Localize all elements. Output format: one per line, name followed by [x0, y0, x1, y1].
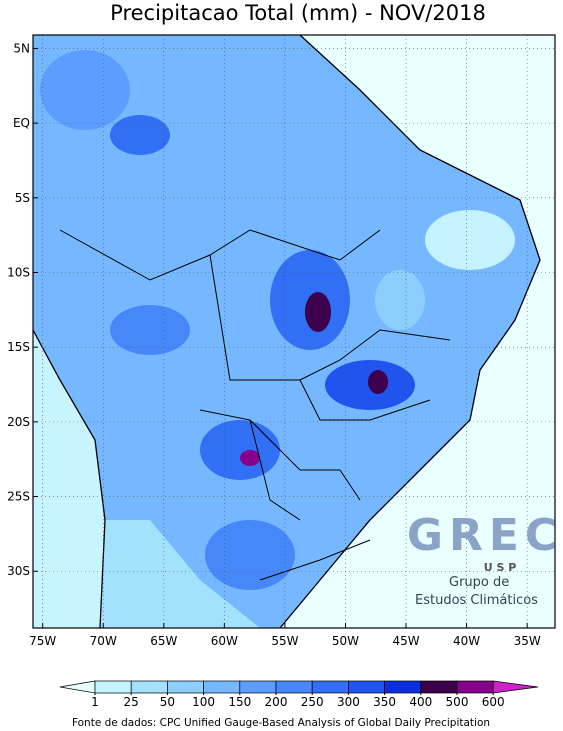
lat-label: 10S	[7, 265, 30, 279]
lat-label: 20S	[7, 415, 30, 429]
logo-name: GREC	[407, 510, 563, 561]
colorbar-label: 25	[124, 695, 139, 709]
colorbar-label: 400	[409, 695, 432, 709]
map-title: Precipitacao Total (mm) - NOV/2018	[110, 1, 486, 25]
colorbar-cell	[203, 680, 241, 694]
lon-label: 75W	[29, 634, 56, 648]
source-note: Fonte de dados: CPC Unified Gauge-Based …	[72, 717, 490, 729]
colorbar-end	[59, 680, 96, 694]
colorbar-cell	[384, 680, 422, 694]
colorbar-cell	[420, 680, 458, 694]
colorbar-label: 200	[265, 695, 288, 709]
lon-label: 65W	[150, 634, 177, 648]
graticule: 5N EQ 5S 10S 15S 20S 25S 30S 75W 70W 65W 60W 55W 50W 4…	[7, 35, 555, 648]
lat-label: 15S	[7, 340, 30, 354]
colorbar-end	[492, 680, 539, 694]
colorbar-cell	[130, 680, 168, 694]
lon-label: 40W	[453, 634, 480, 648]
logo-org: U S P	[484, 561, 517, 574]
colorbar-cell	[239, 680, 277, 694]
lon-label: 35W	[514, 634, 541, 648]
lat-label: 25S	[7, 490, 30, 504]
colorbar-label: 250	[301, 695, 324, 709]
colorbar-cell	[94, 680, 132, 694]
lat-label: 30S	[7, 564, 30, 578]
colorbar-label: 150	[228, 695, 251, 709]
colorbar-cell	[456, 680, 494, 694]
lon-label: 60W	[211, 634, 238, 648]
lat-label: 5N	[13, 41, 30, 55]
colorbar-label: 50	[160, 695, 175, 709]
colorbar-cell	[167, 680, 204, 694]
colorbar: 1 25 50 100 150 200 250 300 350 400 500 600	[59, 680, 539, 709]
colorbar-label: 600	[482, 695, 505, 709]
colorbar-label: 500	[446, 695, 469, 709]
colorbar-label: 100	[192, 695, 215, 709]
logo-line1: Grupo de	[449, 575, 509, 590]
colorbar-label: 1	[91, 695, 99, 709]
lat-label: 5S	[15, 191, 30, 205]
lon-label: 55W	[271, 634, 298, 648]
lat-label: EQ	[13, 116, 30, 130]
lon-label: 70W	[90, 634, 117, 648]
colorbar-cell	[348, 680, 385, 694]
colorbar-cell	[311, 680, 349, 694]
colorbar-label: 350	[373, 695, 396, 709]
map-field	[33, 35, 555, 628]
lon-label: 45W	[392, 634, 419, 648]
logo-line2: Estudos Climáticos	[415, 593, 538, 608]
colorbar-label: 300	[337, 695, 360, 709]
map-frame	[32, 34, 556, 629]
logo: GREC U S P Grupo de Estudos Climáticos	[407, 510, 563, 608]
colorbar-cell	[275, 680, 313, 694]
lon-label: 50W	[332, 634, 359, 648]
